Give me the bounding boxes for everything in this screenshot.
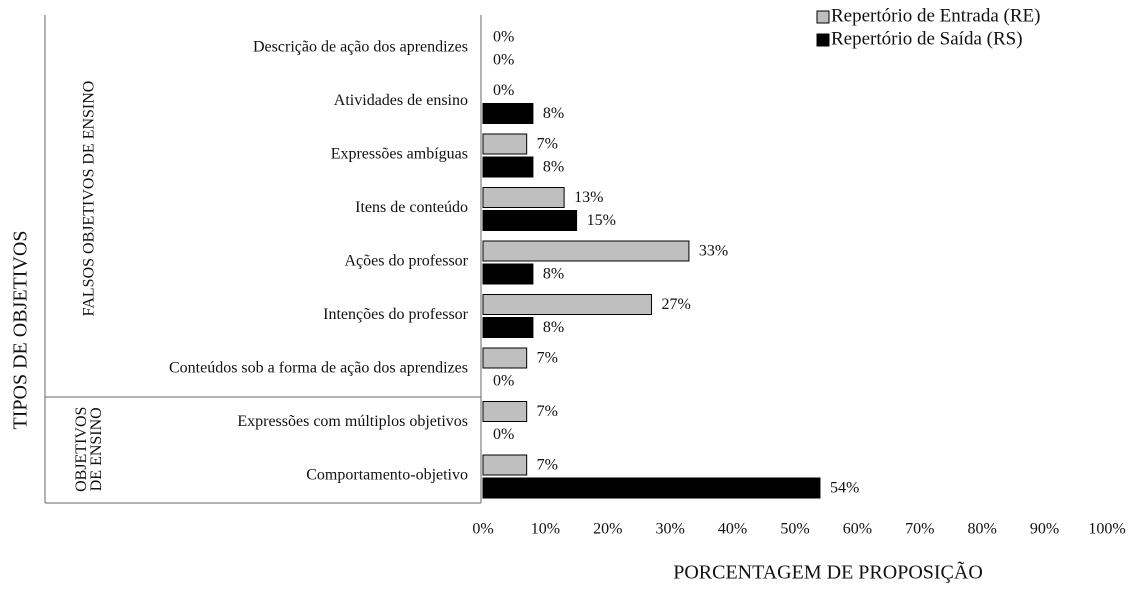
x-axis-label: PORCENTAGEM DE PROPOSIÇÃO [673, 560, 983, 584]
value-label: 15% [587, 212, 616, 229]
y-tick-label: Intenções do professor [323, 306, 469, 323]
bar [482, 454, 528, 476]
value-label: 8% [543, 159, 564, 176]
bar [482, 317, 534, 338]
value-label: 13% [574, 189, 603, 206]
x-tick-label: 60% [843, 521, 872, 538]
bar [482, 103, 534, 124]
y-tick-label: Descrição de ação dos aprendizes [253, 39, 468, 56]
y-tick-label: Ações do professor [344, 253, 468, 270]
bar [482, 477, 821, 499]
value-label: 0% [493, 373, 514, 390]
y-tick-label: Expressões com múltiplos objetivos [237, 413, 468, 430]
value-label: 0% [493, 52, 514, 69]
value-label: 54% [830, 480, 859, 497]
legend-swatch [816, 33, 830, 47]
value-label: 0% [493, 82, 514, 99]
legend-swatch [816, 10, 830, 24]
x-tick-label: 0% [472, 521, 493, 538]
value-label: 8% [543, 266, 564, 283]
x-tick-label: 90% [1030, 521, 1059, 538]
value-label: 0% [493, 426, 514, 443]
x-tick-label: 10% [531, 521, 560, 538]
value-label: 33% [699, 243, 728, 260]
bar [482, 156, 534, 178]
bar [482, 210, 578, 231]
x-tick-label: 70% [905, 521, 934, 538]
x-tick-label: 80% [968, 521, 997, 538]
y-tick-label: Atividades de ensino [334, 92, 468, 109]
bar [482, 240, 690, 262]
bar [482, 187, 565, 208]
bar [482, 401, 528, 422]
value-label: 27% [661, 296, 690, 313]
y-tick-label: Conteúdos sob a forma de ação dos aprend… [169, 360, 468, 377]
x-tick-label: 30% [656, 521, 685, 538]
value-label: 8% [543, 319, 564, 336]
group-label: DE ENSINO [88, 407, 105, 491]
value-label: 7% [537, 457, 558, 474]
y-tick-label: Expressões ambíguas [331, 146, 468, 163]
value-label: 8% [543, 105, 564, 122]
x-tick-label: 50% [780, 521, 809, 538]
value-label: 7% [537, 403, 558, 420]
legend-label: Repertório de Entrada (RE) [831, 5, 1040, 26]
y-tick-label: Itens de conteúdo [355, 199, 468, 216]
value-label: 7% [537, 350, 558, 367]
x-tick-label: 100% [1088, 521, 1125, 538]
y-tick-label: Comportamento-objetivo [306, 467, 468, 484]
legend-label: Repertório de Saída (RS) [831, 28, 1023, 49]
bar [482, 133, 528, 155]
bar [482, 263, 534, 285]
value-label: 7% [537, 136, 558, 153]
bar [482, 347, 528, 369]
bar [482, 294, 652, 315]
group-label: OBJETIVOS [73, 407, 90, 492]
value-label: 0% [493, 29, 514, 46]
x-tick-label: 40% [718, 521, 747, 538]
y-axis-label: TIPOS DE OBJETIVOS [10, 231, 32, 430]
group-label: FALSOS OBJETIVOS DE ENSINO [81, 81, 98, 317]
x-tick-label: 20% [593, 521, 622, 538]
